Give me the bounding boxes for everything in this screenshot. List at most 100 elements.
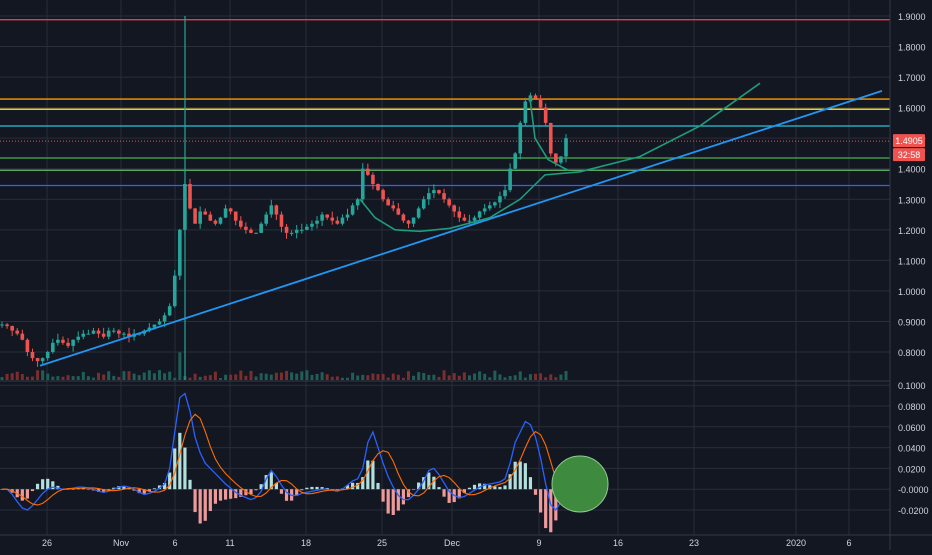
volume-bars xyxy=(0,352,568,380)
candle-body xyxy=(91,330,96,334)
candle-body xyxy=(315,220,319,224)
macd-histogram-bar xyxy=(193,489,197,513)
volume-bar xyxy=(498,374,502,380)
macd-histogram-bar xyxy=(183,447,187,490)
macd-histogram-bar xyxy=(350,482,355,490)
candle-body xyxy=(498,196,502,203)
last-price-tag xyxy=(893,134,925,148)
macd-histogram-bar xyxy=(168,472,172,490)
volume-bar xyxy=(269,374,273,380)
candle-body xyxy=(178,229,182,276)
candle-body xyxy=(5,324,9,327)
volume-bar xyxy=(274,372,278,380)
volume-bar xyxy=(208,375,212,380)
volume-bar xyxy=(5,373,9,380)
macd-histogram-bar xyxy=(152,488,157,490)
macd-histogram-bar xyxy=(422,477,426,490)
macd-histogram-bar xyxy=(96,489,101,492)
volume-bar xyxy=(544,377,548,380)
volume-bar xyxy=(112,375,116,380)
price-tick-label: 0.8000 xyxy=(898,348,926,358)
macd-histogram-bar xyxy=(137,489,141,494)
candle-body xyxy=(371,174,375,184)
price-tick-label: 1.7000 xyxy=(898,73,926,83)
candle-body xyxy=(10,326,14,331)
volume-bar xyxy=(137,375,141,380)
macd-histogram-bar xyxy=(533,489,538,495)
candle-body xyxy=(254,232,258,234)
macd-tick-label: 0.0200 xyxy=(898,464,926,474)
candle-body xyxy=(152,324,157,328)
time-axis: 26 Nov 6 11 18 25 Dec 9 16 23 2020 6 xyxy=(0,534,932,548)
macd-histogram-bar xyxy=(371,460,375,490)
volume-bar xyxy=(218,377,222,380)
candle-body xyxy=(345,214,350,218)
macd-histogram-bar xyxy=(386,489,390,514)
volume-bar xyxy=(168,371,172,380)
candle-body xyxy=(538,98,543,108)
candle-body xyxy=(284,226,289,233)
candle-body xyxy=(432,190,436,194)
macd-histogram-bar xyxy=(213,489,218,504)
volume-bar xyxy=(76,376,80,380)
candle-body xyxy=(228,208,233,212)
volume-bar xyxy=(549,374,553,380)
volume-bar xyxy=(86,376,90,380)
candle-body xyxy=(56,339,60,343)
volume-bar xyxy=(335,376,339,380)
macd-histogram-bar xyxy=(320,487,324,490)
volume-bar xyxy=(234,374,238,380)
candle-body xyxy=(559,156,563,163)
macd-histogram-bar xyxy=(513,461,517,490)
volume-bar xyxy=(346,377,350,380)
volume-bar xyxy=(0,377,4,380)
candle-body xyxy=(366,168,370,175)
macd-tick-label: -0.0200 xyxy=(898,506,929,516)
candle-body xyxy=(249,229,253,233)
volume-bar xyxy=(10,373,14,380)
signal-line xyxy=(2,413,567,506)
highlight-circle[interactable] xyxy=(551,455,609,513)
candle-body xyxy=(244,226,248,230)
price-tick-label: 1.9000 xyxy=(898,12,926,22)
volume-bar xyxy=(325,374,329,380)
volume-bar xyxy=(122,371,126,380)
candle-body xyxy=(117,330,121,334)
volume-bar xyxy=(259,373,263,380)
volume-bar xyxy=(178,352,182,380)
volume-bar xyxy=(147,370,151,380)
volume-bar xyxy=(528,374,532,380)
macd-histogram-bar xyxy=(305,487,309,490)
candle-body xyxy=(442,193,446,200)
candle-body xyxy=(477,211,482,218)
volume-bar xyxy=(513,375,517,380)
candle-body xyxy=(548,122,553,154)
candle-body xyxy=(35,358,40,362)
candle-body xyxy=(40,358,45,362)
candle-body xyxy=(259,223,263,233)
trendline[interactable] xyxy=(39,89,883,367)
candle-body xyxy=(523,101,528,123)
cup-curve[interactable] xyxy=(359,82,761,233)
macd-histogram-bar xyxy=(472,484,477,490)
macd-histogram-bar xyxy=(366,460,370,490)
macd-histogram-bar xyxy=(198,489,202,524)
volume-bar xyxy=(97,372,101,380)
candle-body xyxy=(172,275,177,307)
candle-body xyxy=(482,208,487,212)
macd-histogram-bar xyxy=(361,477,365,490)
macd-histogram-bar xyxy=(46,478,50,490)
volume-bar xyxy=(300,371,304,380)
candle-body xyxy=(81,333,86,337)
volume-bar xyxy=(279,372,283,380)
volume-bar xyxy=(539,373,543,380)
volume-bar xyxy=(107,371,111,380)
volume-bar xyxy=(71,376,75,380)
handle-curve[interactable] xyxy=(529,98,569,171)
candle-body xyxy=(564,138,568,157)
macd-histogram-bar xyxy=(223,489,228,500)
candle-body xyxy=(269,205,274,215)
volume-bar xyxy=(534,373,538,380)
